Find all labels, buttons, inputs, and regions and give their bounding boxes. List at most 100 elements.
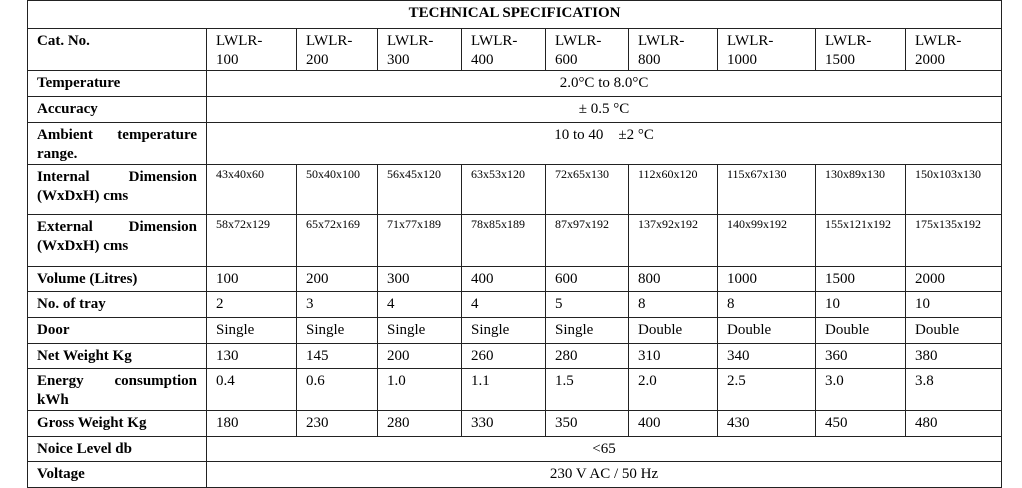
row-value: 10 bbox=[904, 291, 1003, 318]
row-value: Single bbox=[296, 317, 378, 344]
row-value: Double bbox=[717, 317, 816, 344]
header-cell: LWLR-800 bbox=[628, 28, 718, 71]
row-label: Noice Level db bbox=[27, 436, 207, 462]
title-row: TECHNICAL SPECIFICATION bbox=[26, 0, 1003, 29]
row-value: 43x40x60 bbox=[206, 164, 297, 215]
row-value: 0.4 bbox=[206, 368, 297, 411]
row-label: Energy consumption kWh bbox=[27, 368, 207, 411]
row-value: 430 bbox=[717, 410, 816, 437]
row-value: 71x77x189 bbox=[377, 214, 462, 267]
model-name: LWLR-1500 bbox=[825, 33, 872, 68]
row-value: 260 bbox=[461, 343, 546, 369]
row-value: 137x92x192 bbox=[628, 214, 718, 267]
spec-row: Net Weight Kg 130 145 200 260 280 310 340 360 380 bbox=[27, 343, 1003, 369]
row-value: 10 to 40 ±2 °C bbox=[205, 122, 1003, 165]
spec-row: Energy consumption kWh 0.4 0.6 1.0 1.1 1.5 2.0… bbox=[27, 368, 1003, 411]
row-value: 180 bbox=[206, 410, 297, 437]
row-value: 100 bbox=[206, 266, 297, 292]
spec-row: No. of tray 2 3 4 4 5 8 8 10 10 bbox=[27, 291, 1003, 318]
row-value: 200 bbox=[377, 343, 462, 369]
model-name: LWLR-200 bbox=[306, 33, 353, 68]
header-cell: LWLR-1000 bbox=[717, 28, 816, 71]
row-value: Single bbox=[461, 317, 546, 344]
model-name: LWLR-400 bbox=[471, 33, 518, 68]
row-value: Double bbox=[904, 317, 1003, 344]
row-value: 230 bbox=[296, 410, 378, 437]
spec-table: TECHNICAL SPECIFICATION Cat. No. LWLR-100 L… bbox=[26, 0, 1003, 488]
row-value: 310 bbox=[628, 343, 718, 369]
row-value: 600 bbox=[545, 266, 629, 292]
row-value: 400 bbox=[461, 266, 546, 292]
spec-row: Accuracy ± 0.5 °C bbox=[27, 96, 1003, 123]
row-value: 130x89x130 bbox=[815, 164, 906, 215]
row-value: Double bbox=[815, 317, 906, 344]
model-name: LWLR-800 bbox=[638, 33, 685, 68]
row-value: 2000 bbox=[904, 266, 1003, 292]
table-body: TECHNICAL SPECIFICATION Cat. No. LWLR-100 L… bbox=[26, 0, 1003, 488]
row-value: 8 bbox=[628, 291, 718, 318]
row-value: 10 bbox=[815, 291, 906, 318]
row-value: 3.0 bbox=[815, 368, 906, 411]
row-value: 330 bbox=[461, 410, 546, 437]
row-value: 50x40x100 bbox=[296, 164, 378, 215]
row-value: 360 bbox=[815, 343, 906, 369]
header-cell: LWLR-400 bbox=[461, 28, 546, 71]
row-label: Ambient temperature range. bbox=[27, 122, 207, 165]
row-value: 3 bbox=[296, 291, 378, 318]
row-value: 72x65x130 bbox=[545, 164, 629, 215]
row-value: 56x45x120 bbox=[377, 164, 462, 215]
row-value: 0.6 bbox=[296, 368, 378, 411]
row-value: 65x72x169 bbox=[296, 214, 378, 267]
spec-row: Noice Level db <65 bbox=[27, 436, 1003, 462]
row-value: Single bbox=[206, 317, 297, 344]
row-value: 155x121x192 bbox=[815, 214, 906, 267]
row-value: 380 bbox=[904, 343, 1003, 369]
row-value: 115x67x130 bbox=[717, 164, 816, 215]
row-value: 8 bbox=[717, 291, 816, 318]
model-name: LWLR-100 bbox=[216, 33, 263, 68]
row-value: 230 V AC / 50 Hz bbox=[205, 461, 1003, 488]
row-value: 4 bbox=[461, 291, 546, 318]
row-value: 800 bbox=[628, 266, 718, 292]
row-value: Single bbox=[545, 317, 629, 344]
row-value: 280 bbox=[545, 343, 629, 369]
row-value: Double bbox=[628, 317, 718, 344]
row-value: 140x99x192 bbox=[717, 214, 816, 267]
row-value: 63x53x120 bbox=[461, 164, 546, 215]
row-label: Volume (Litres) bbox=[27, 266, 207, 292]
row-value: 450 bbox=[815, 410, 906, 437]
row-value: 145 bbox=[296, 343, 378, 369]
row-value: 280 bbox=[377, 410, 462, 437]
row-value: 400 bbox=[628, 410, 718, 437]
row-value: 112x60x120 bbox=[628, 164, 718, 215]
spec-row: Gross Weight Kg 180 230 280 330 350 400 430 450 4… bbox=[27, 410, 1003, 437]
spec-row: Internal Dimension (WxDxH) cms 43x40x60 50… bbox=[27, 164, 1003, 215]
spec-row: Door Single Single Single Single Single Double… bbox=[27, 317, 1003, 344]
header-cell: LWLR-1500 bbox=[815, 28, 906, 71]
row-value: 1.1 bbox=[461, 368, 546, 411]
spec-row: Volume (Litres) 100 200 300 400 600 800 1000 150… bbox=[27, 266, 1003, 292]
row-label: Internal Dimension (WxDxH) cms bbox=[27, 164, 207, 215]
header-cell: LWLR-2000 bbox=[904, 28, 1003, 71]
spec-row: Temperature 2.0°C to 8.0°C bbox=[27, 70, 1003, 97]
row-value: 300 bbox=[377, 266, 462, 292]
row-label: Gross Weight Kg bbox=[27, 410, 207, 437]
row-value: 87x97x192 bbox=[545, 214, 629, 267]
row-value: 200 bbox=[296, 266, 378, 292]
row-value: 58x72x129 bbox=[206, 214, 297, 267]
header-cell: LWLR-300 bbox=[377, 28, 462, 71]
row-value: 3.8 bbox=[904, 368, 1003, 411]
row-value: 2.5 bbox=[717, 368, 816, 411]
row-value: 150x103x130 bbox=[904, 164, 1003, 215]
row-value: 340 bbox=[717, 343, 816, 369]
model-name: LWLR-300 bbox=[387, 33, 434, 68]
row-value: 2.0°C to 8.0°C bbox=[205, 70, 1003, 97]
model-name: LWLR-2000 bbox=[915, 33, 962, 68]
spec-row: Voltage 230 V AC / 50 Hz bbox=[27, 461, 1003, 488]
row-value: 350 bbox=[545, 410, 629, 437]
row-value: 1.5 bbox=[545, 368, 629, 411]
row-value: 1000 bbox=[717, 266, 816, 292]
header-cell: LWLR-100 bbox=[206, 28, 297, 71]
row-label: Door bbox=[27, 317, 207, 344]
row-value: <65 bbox=[205, 436, 1003, 462]
